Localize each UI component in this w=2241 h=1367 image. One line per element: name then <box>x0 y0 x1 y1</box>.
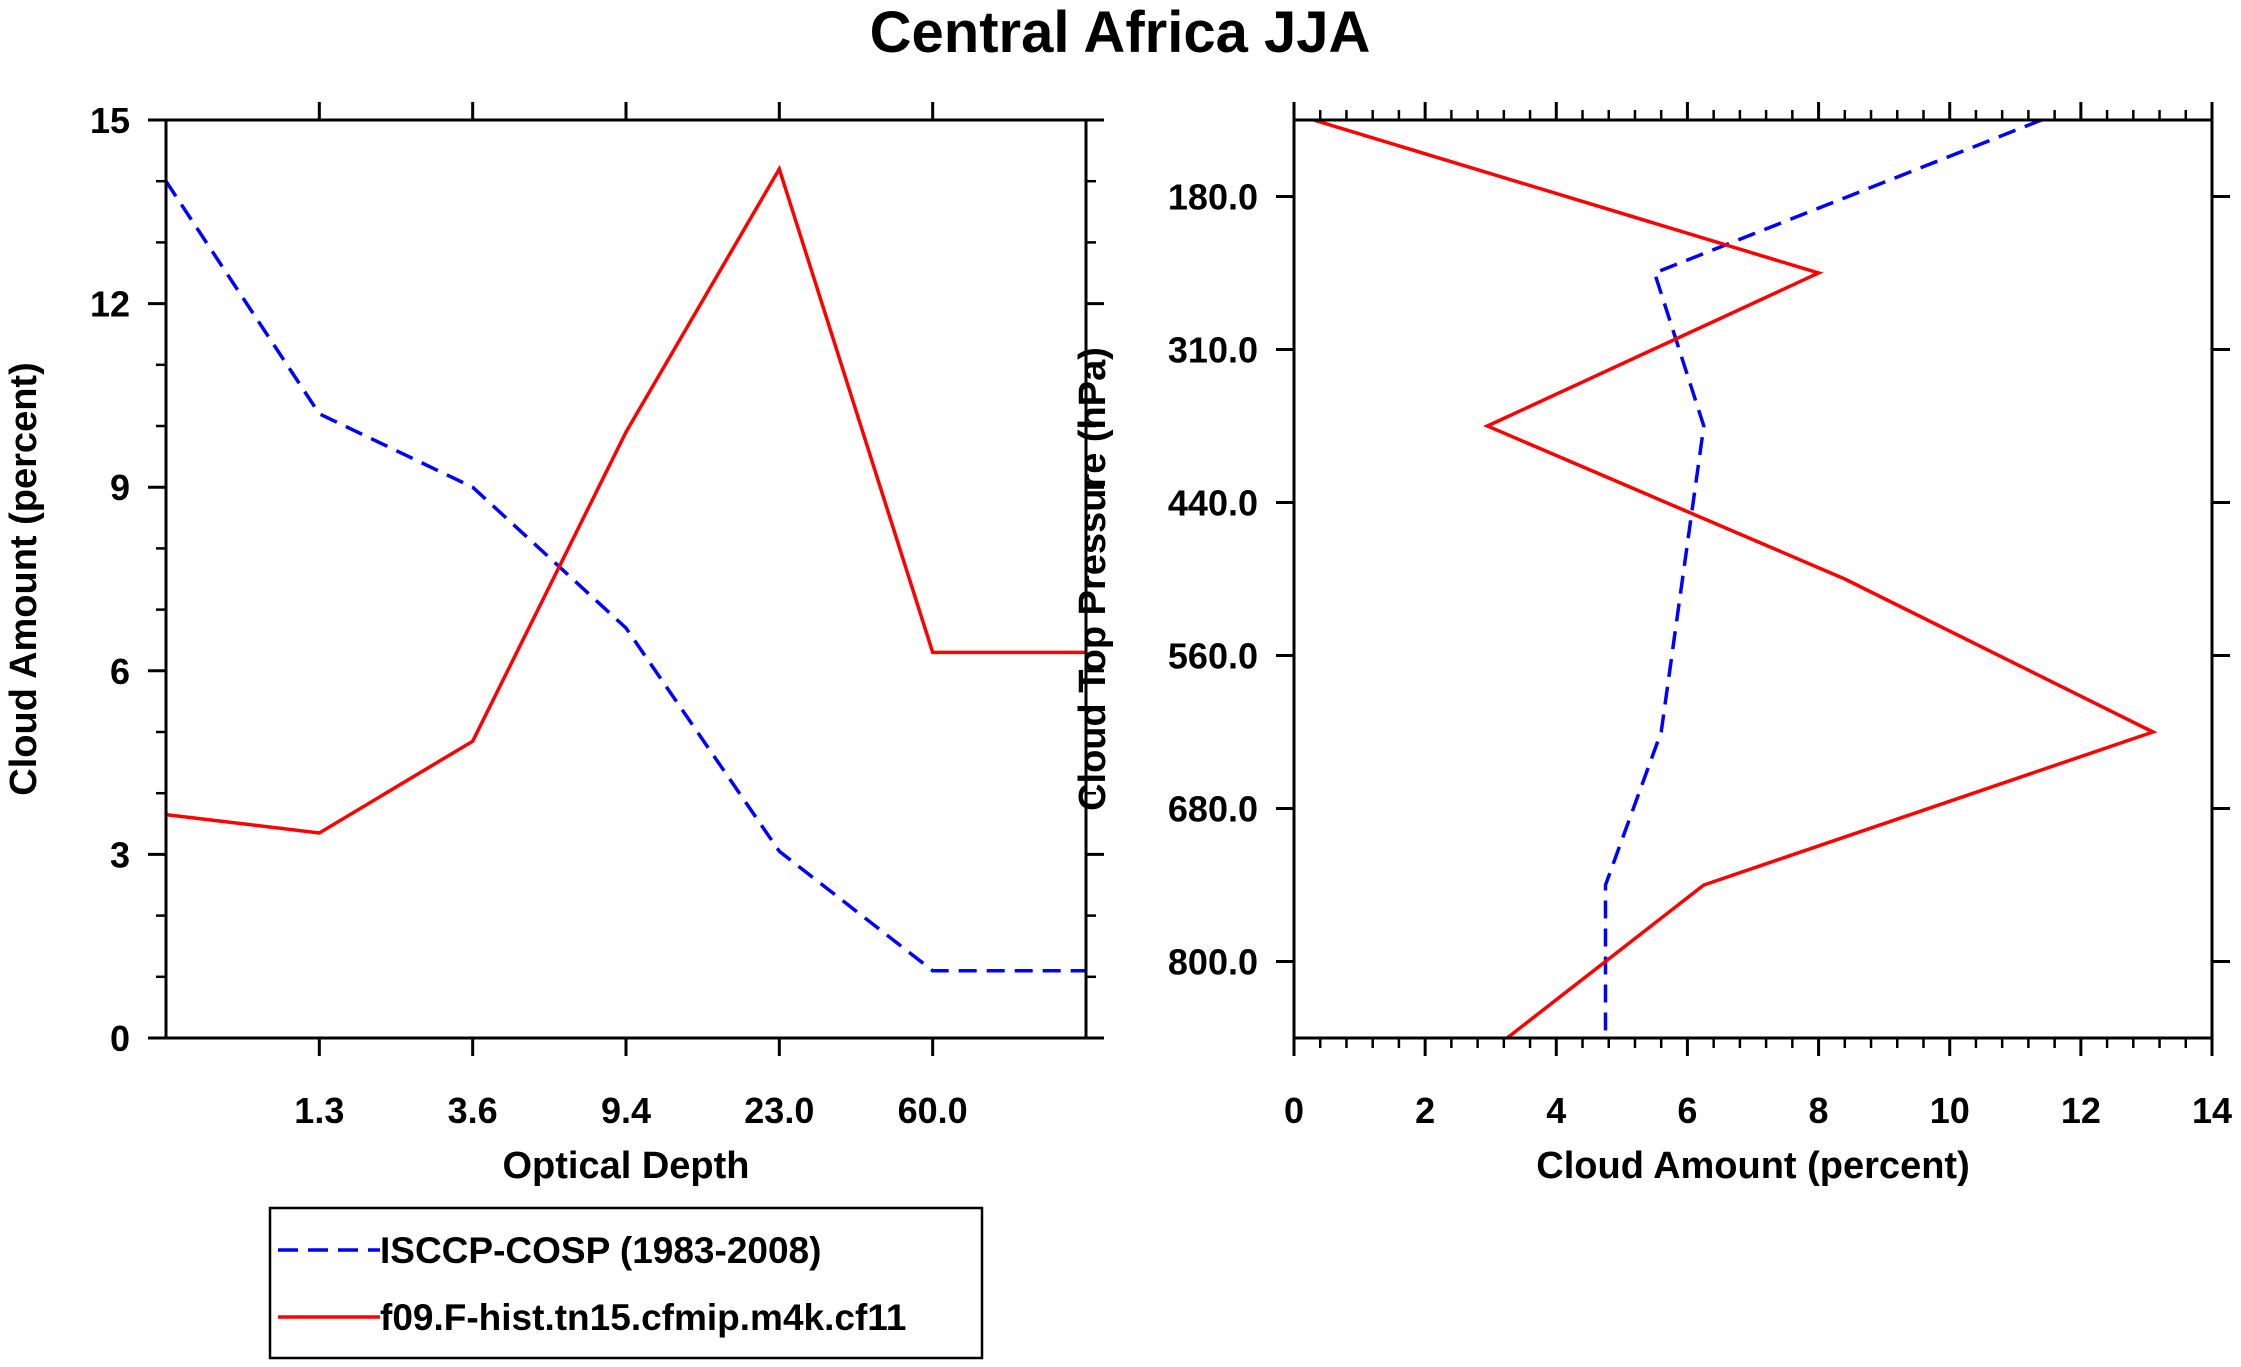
legend-box <box>268 1206 984 1360</box>
right-y-tick-label: 800.0 <box>1168 942 1258 983</box>
left-y-tick-label: 15 <box>90 100 130 141</box>
right-y-tick-label: 310.0 <box>1168 330 1258 371</box>
left-x-tick-label: 23.0 <box>744 1090 814 1131</box>
right-x-tick-label: 14 <box>2192 1090 2232 1131</box>
right-plot-frame <box>1292 118 2214 1040</box>
left-x-tick-label: 9.4 <box>601 1090 651 1131</box>
right-y-tick-label: 680.0 <box>1168 789 1258 830</box>
right-x-tick-label: 0 <box>1284 1090 1304 1131</box>
left-x-tick-label: 1.3 <box>294 1090 344 1131</box>
right-x-tick-label: 10 <box>1930 1090 1970 1131</box>
cloud-top-pressure-panel: 0 2 4 6 8 10 12 14 180.0 310.0 440.0 560.0 680.0 800.… <box>1072 102 2232 1187</box>
right-x-tick-label: 2 <box>1415 1090 1435 1131</box>
right-y-tick-label: 440.0 <box>1168 483 1258 524</box>
left-y-axis-label: Cloud Amount (percent) <box>3 362 45 795</box>
left-y-tick-label: 3 <box>110 834 130 875</box>
left-y-tick-label: 0 <box>110 1018 130 1059</box>
left-y-tick-label: 9 <box>110 467 130 508</box>
right-x-tick-label: 8 <box>1809 1090 1829 1131</box>
figure-title: Central Africa JJA <box>870 0 1371 65</box>
left-y-tick-label: 6 <box>110 651 130 692</box>
right-x-axis-label: Cloud Amount (percent) <box>1536 1145 1969 1187</box>
left-x-axis-label: Optical Depth <box>502 1145 749 1187</box>
legend-label-isccp: ISCCP-COSP (1983-2008) <box>380 1230 821 1271</box>
right-series-isccp-line <box>1603 118 2043 1038</box>
left-y-tick-label: 12 <box>90 284 130 325</box>
right-y-tick-label: 180.0 <box>1168 177 1258 218</box>
left-x-tick-label: 3.6 <box>448 1090 498 1131</box>
legend: ISCCP-COSP (1983-2008) f09.F-hist.tn15.c… <box>268 1206 984 1360</box>
left-x-tick-label: 60.0 <box>898 1090 968 1131</box>
right-y-axis-label: Cloud Top Pressure (hPa) <box>1072 347 1114 811</box>
right-y-tick-label: 560.0 <box>1168 636 1258 677</box>
legend-label-model: f09.F-hist.tn15.cfmip.m4k.cf11 <box>380 1297 906 1338</box>
right-x-tick-label: 4 <box>1546 1090 1566 1131</box>
right-x-tick-label: 6 <box>1677 1090 1697 1131</box>
right-x-tick-label: 12 <box>2061 1090 2101 1131</box>
